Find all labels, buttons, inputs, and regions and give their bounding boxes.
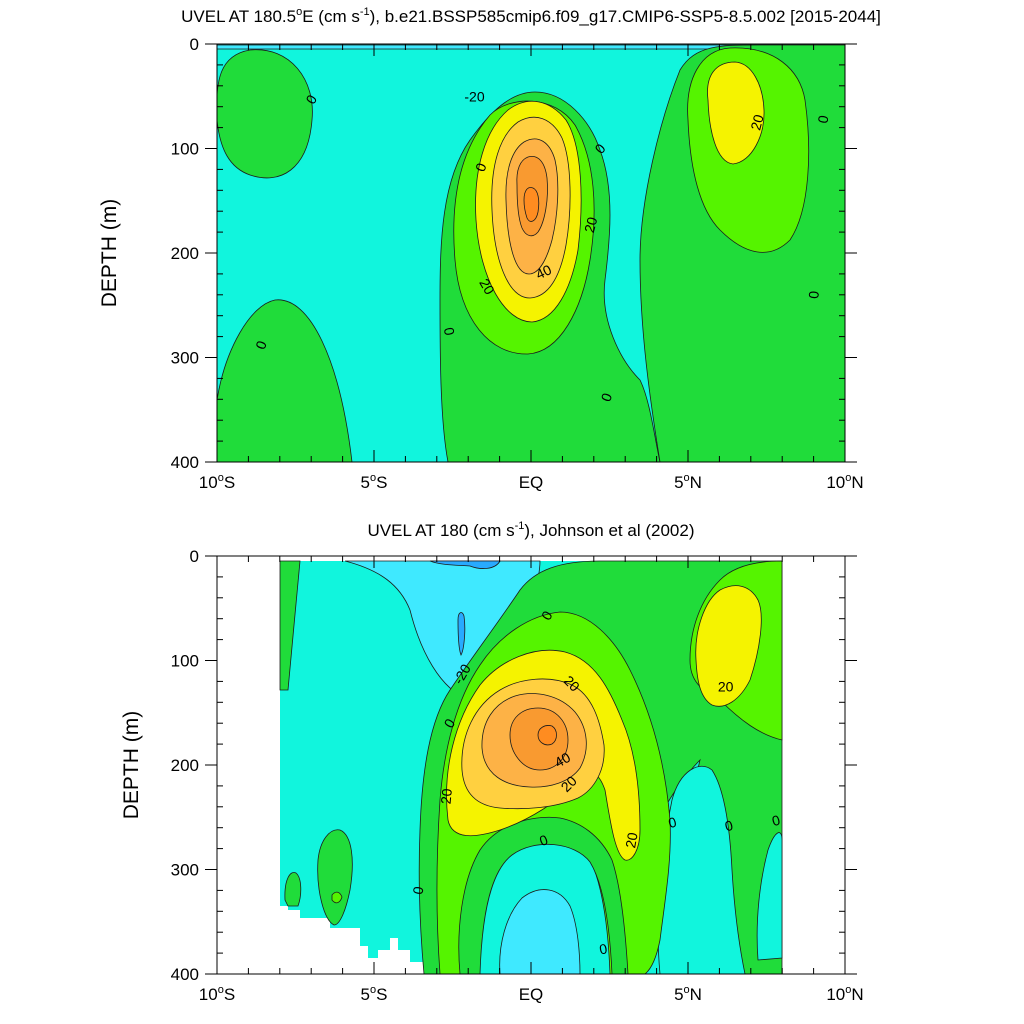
contour-label: -20 xyxy=(464,88,484,104)
panel-bottom-ylabel: DEPTH (m) xyxy=(120,711,143,820)
region-0-10 xyxy=(458,816,629,974)
region-neg10-0 xyxy=(756,832,783,961)
contour-label-text: 20 xyxy=(581,215,601,234)
region-lt-neg20 xyxy=(457,612,466,656)
region-20-30 xyxy=(707,61,765,165)
contour-label: 40 xyxy=(552,749,574,771)
contour-label-text: 0 xyxy=(409,885,426,896)
region-gt50 xyxy=(523,187,540,222)
x-tick-label: 10oN xyxy=(826,984,863,1004)
contour-label: 0 xyxy=(598,940,609,957)
contour-label-text: -20 xyxy=(464,88,484,104)
y-tick-label: 300 xyxy=(171,861,199,880)
contour-label-text: 40 xyxy=(533,261,554,282)
panel-bottom-title: UVEL AT 180 (cm s-1), Johnson et al (200… xyxy=(368,520,695,540)
contour-label: 40 xyxy=(533,261,554,282)
x-tick-label: 10oN xyxy=(826,472,863,492)
region-10-20 xyxy=(331,891,343,904)
region-0-10 xyxy=(217,299,353,462)
y-tick-label: 300 xyxy=(171,349,199,368)
y-tick-label: 400 xyxy=(171,965,199,984)
region-0-10 xyxy=(279,560,301,691)
region-neg20-neg10 xyxy=(499,889,581,974)
region-0-10 xyxy=(217,49,313,179)
contour-label-text: 0 xyxy=(666,814,678,832)
region-lt-neg20 xyxy=(429,560,501,569)
contour-label: 20 xyxy=(438,788,455,805)
contour-label-text: 20 xyxy=(438,788,455,805)
contour-label-text: 20 xyxy=(718,679,734,695)
panel-top-ylabel: DEPTH (m) xyxy=(98,199,121,308)
contour-label: 0 xyxy=(770,812,782,830)
region-0-10 xyxy=(284,872,302,907)
contour-label-text: 20 xyxy=(476,276,498,298)
contour-label-text: 0 xyxy=(723,817,735,835)
contour-label: 0 xyxy=(666,814,678,832)
contour-label: 0 xyxy=(723,817,735,835)
y-tick-label: 100 xyxy=(171,652,199,671)
region-gt50 xyxy=(537,725,557,746)
y-tick-label: 100 xyxy=(171,140,199,159)
contour-label-text: 0 xyxy=(805,290,822,299)
y-tick-label: 200 xyxy=(171,244,199,263)
region-0-10 xyxy=(317,829,353,926)
y-tick-label: 200 xyxy=(171,756,199,775)
contour-label-text: 0 xyxy=(770,812,782,830)
panel-top-title: UVEL AT 180.5oE (cm s-1), b.e21.BSSP585c… xyxy=(181,6,881,26)
contour-label-text: 0 xyxy=(814,114,831,125)
contour-label: 0 xyxy=(409,885,426,896)
x-tick-label: 5oN xyxy=(674,472,702,492)
contour-label: 0 xyxy=(441,326,458,337)
panel-bottom-field xyxy=(279,560,783,974)
contour-label: 0 xyxy=(814,114,831,125)
x-tick-label: 5oN xyxy=(674,984,702,1004)
panel-top: UVEL AT 180.5oE (cm s-1), b.e21.BSSP585c… xyxy=(98,6,881,492)
contour-label: 20 xyxy=(476,276,498,298)
contour-label: 0 xyxy=(805,290,822,299)
contour-label: 20 xyxy=(622,831,640,849)
y-tick-label: 0 xyxy=(190,35,199,54)
contour-label-text: 20 xyxy=(622,831,640,849)
x-tick-label: 10oS xyxy=(199,984,235,1004)
contour-label: 20 xyxy=(581,215,601,234)
contour-label-text: 0 xyxy=(441,326,458,337)
x-tick-label: EQ xyxy=(519,985,544,1004)
y-tick-label: 400 xyxy=(171,453,199,472)
contour-label-text: 20 xyxy=(747,113,767,132)
region-20-30 xyxy=(695,585,762,707)
y-tick-label: 0 xyxy=(190,547,199,566)
contour-label-text: 40 xyxy=(552,749,574,771)
x-tick-label: 5oS xyxy=(361,984,388,1004)
x-tick-label: 10oS xyxy=(199,472,235,492)
x-tick-label: EQ xyxy=(519,473,544,492)
contour-label-text: 0 xyxy=(598,940,609,957)
contour-label: 20 xyxy=(718,679,734,695)
panel-bottom: UVEL AT 180 (cm s-1), Johnson et al (200… xyxy=(120,520,864,1004)
contour-label: 20 xyxy=(747,113,767,132)
panel-top-field xyxy=(217,44,845,462)
x-tick-label: 5oS xyxy=(361,472,388,492)
